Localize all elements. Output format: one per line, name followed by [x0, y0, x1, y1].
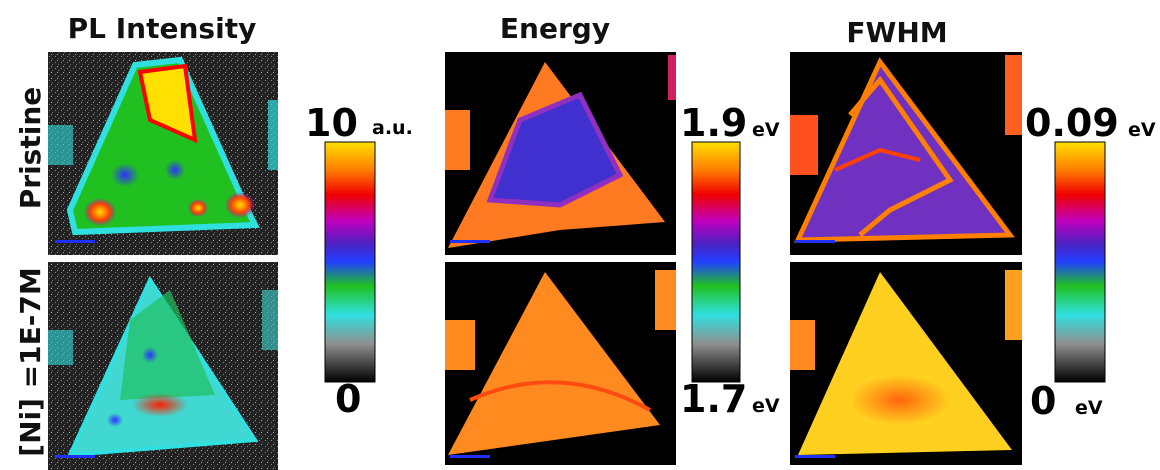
- row-label: [Ni] =1E-7M: [14, 267, 47, 456]
- colorbar-max: 10: [305, 101, 358, 145]
- map-panel: [445, 262, 676, 465]
- map-panel: [445, 52, 676, 255]
- colorbar: [325, 142, 375, 382]
- colorbar-unit: a.u.: [372, 117, 413, 139]
- map-panel: [48, 52, 278, 255]
- colorbar-max: 1.9: [680, 101, 747, 145]
- colorbar-unit: eV: [1128, 119, 1156, 141]
- colorbar-min: 0: [335, 377, 361, 421]
- colorbar-max: 0.09: [1025, 101, 1119, 145]
- colorbar-unit: eV: [752, 395, 780, 417]
- colorbar-min: 0: [1030, 379, 1056, 423]
- map-panel: [48, 262, 278, 470]
- column-title: PL Intensity: [68, 12, 257, 45]
- column-title: Energy: [500, 12, 610, 45]
- colorbar-unit: eV: [752, 119, 780, 141]
- row-label: Pristine: [14, 87, 47, 210]
- figure: PL Intensity Energy FWHM Pristine [Ni] =…: [0, 0, 1160, 470]
- colorbar: [692, 142, 740, 382]
- column-title: FWHM: [846, 16, 947, 49]
- map-panel: [790, 52, 1022, 255]
- colorbar-min: 1.7: [680, 377, 747, 421]
- colorbar: [1055, 142, 1105, 382]
- map-panel: [790, 262, 1022, 465]
- colorbar-unit: eV: [1075, 397, 1103, 419]
